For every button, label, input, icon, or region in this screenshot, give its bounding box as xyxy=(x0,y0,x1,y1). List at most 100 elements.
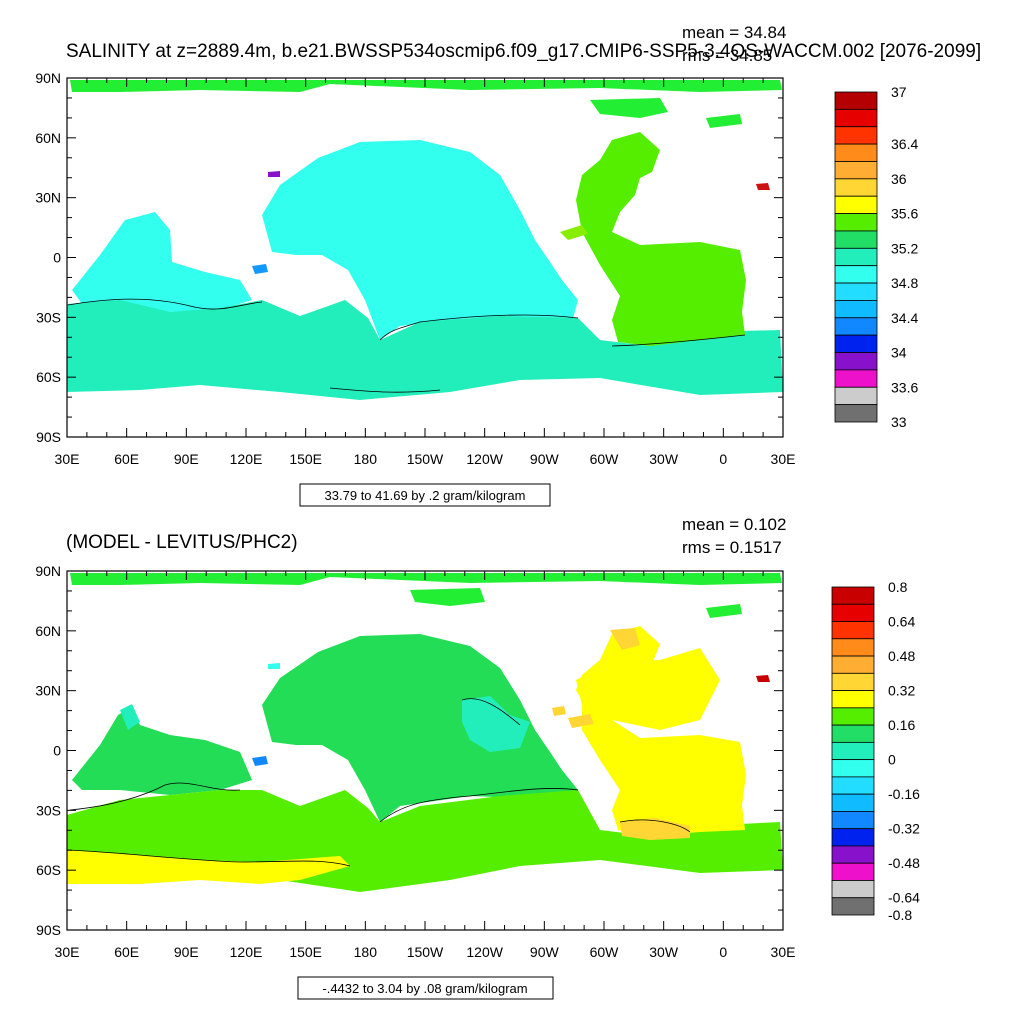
colorbar-swatch xyxy=(834,352,878,371)
colorbar-swatch xyxy=(834,386,878,406)
panel2-mediterranean-sea xyxy=(756,675,770,682)
panel2-arctic-fragment xyxy=(410,588,485,606)
panel1-greenland-sea xyxy=(706,114,742,128)
panel1-y-axis: 90N 60N 30N 0 30S 60S 90S xyxy=(35,70,783,445)
x-tick-label: 30W xyxy=(649,944,679,960)
colorbar-swatch xyxy=(834,265,878,284)
panel2-title: (MODEL - LEVITUS/PHC2) xyxy=(66,532,298,553)
colorbar-label: 0.8 xyxy=(888,579,908,595)
colorbar-swatch xyxy=(834,334,878,353)
colorbar-label: 0.64 xyxy=(888,614,915,630)
panel2-map xyxy=(66,571,783,930)
y-tick-label: 60N xyxy=(35,623,61,639)
panel2-contour-indian xyxy=(69,782,241,811)
panel2-japan-sea xyxy=(268,663,280,669)
colorbar-swatch xyxy=(831,586,875,605)
colorbar-swatch xyxy=(834,230,878,249)
panel1-title: SALINITY at z=2889.4m, b.e21.BWSSP534osc… xyxy=(66,41,981,62)
colorbar-swatch xyxy=(831,724,875,743)
colorbar-label: 33 xyxy=(891,414,907,430)
colorbar-swatch xyxy=(831,793,875,812)
panel2-southern-yellow-band xyxy=(67,850,350,884)
y-tick-label: 90N xyxy=(35,563,61,579)
panel2-caribbean-patch xyxy=(552,706,566,716)
panel1-mean: mean = 34.84 xyxy=(682,23,786,42)
x-tick-label: 60E xyxy=(114,451,139,467)
y-tick-label: 90S xyxy=(36,922,61,938)
colorbar-swatch xyxy=(831,811,875,830)
panel2-contour-pacific xyxy=(379,787,579,823)
x-tick-label: 150W xyxy=(407,944,444,960)
colorbar-label: 0.32 xyxy=(888,683,915,699)
panel2-rms: rms = 0.1517 xyxy=(682,538,782,557)
panel1-japan-sea xyxy=(268,171,280,177)
panel1-range-label: 33.79 to 41.69 by .2 gram/kilogram xyxy=(325,488,526,503)
panel1-colorbar: 37 36.4 36 35.6 35.2 34.8 34.4 34 33.6 33 xyxy=(834,84,918,430)
colorbar-label: 34 xyxy=(891,345,907,361)
panel1-pacific-basin xyxy=(262,140,578,340)
colorbar-swatch xyxy=(831,776,875,795)
colorbar-label: -0.64 xyxy=(888,890,920,906)
colorbar-label: -0.32 xyxy=(888,821,920,837)
x-tick-label: 90E xyxy=(174,944,199,960)
colorbar-swatch xyxy=(834,404,878,423)
y-tick-label: 0 xyxy=(53,743,61,759)
x-tick-label: 150E xyxy=(289,451,322,467)
panel2-pacific-cyan-patch xyxy=(462,696,530,752)
x-tick-label: 180 xyxy=(354,451,378,467)
x-tick-label: 150W xyxy=(407,451,444,467)
x-tick-label: 120E xyxy=(230,451,263,467)
x-tick-label: 60W xyxy=(590,451,620,467)
colorbar-swatch xyxy=(831,655,875,674)
colorbar-label: -0.8 xyxy=(888,907,912,923)
y-tick-label: 0 xyxy=(53,250,61,266)
colorbar-swatch xyxy=(831,828,875,847)
colorbar-swatch xyxy=(831,862,875,881)
panel1-contour-atlantic xyxy=(611,334,746,347)
x-tick-label: 60W xyxy=(590,944,620,960)
colorbar-swatch xyxy=(831,759,875,778)
colorbar-label: 36.4 xyxy=(891,136,918,152)
panel2-indian-ocean xyxy=(72,708,252,795)
x-tick-label: 60E xyxy=(114,944,139,960)
colorbar-swatch xyxy=(831,880,875,899)
panel2-labrador-patch xyxy=(610,628,640,650)
salinity-panel: SALINITY at z=2889.4m, b.e21.BWSSP534osc… xyxy=(35,23,981,507)
colorbar-swatch xyxy=(834,300,878,319)
colorbar-swatch xyxy=(834,282,878,301)
x-tick-label: 0 xyxy=(719,451,727,467)
x-tick-label: 30E xyxy=(55,451,80,467)
colorbar-swatch xyxy=(831,897,875,916)
colorbar-label: 0.16 xyxy=(888,717,915,733)
x-tick-label: 150E xyxy=(289,944,322,960)
x-tick-label: 90W xyxy=(530,451,560,467)
y-tick-label: 30N xyxy=(35,683,61,699)
x-tick-label: 90E xyxy=(174,451,199,467)
colorbar-swatch xyxy=(834,195,878,214)
colorbar-swatch xyxy=(834,161,878,180)
y-tick-label: 90S xyxy=(36,429,61,445)
y-tick-label: 60S xyxy=(36,369,61,385)
x-tick-label: 120E xyxy=(230,944,263,960)
panel1-contour-south xyxy=(67,298,263,310)
colorbar-swatch xyxy=(834,369,878,388)
panel2-mean: mean = 0.102 xyxy=(682,515,786,534)
panel1-map xyxy=(67,78,783,437)
panel1-range-box xyxy=(299,483,551,507)
panel2-greenland-sea xyxy=(706,604,742,618)
panel2-indian-cyan-patch xyxy=(120,704,140,730)
colorbar-label: 34.8 xyxy=(891,275,918,291)
colorbar-label: 0 xyxy=(888,752,896,768)
colorbar-swatch xyxy=(834,178,878,197)
panel1-indian-ocean xyxy=(72,212,252,312)
x-tick-label: 0 xyxy=(719,944,727,960)
x-tick-label: 120W xyxy=(466,451,503,467)
panel2-y-axis: 90N 60N 30N 0 30S 60S 90S xyxy=(35,563,783,938)
x-tick-label: 30E xyxy=(771,451,796,467)
x-tick-label: 30E xyxy=(771,944,796,960)
panel1-mediterranean-sea xyxy=(756,183,770,190)
x-tick-label: 30W xyxy=(649,451,679,467)
colorbar-swatch xyxy=(834,91,878,110)
colorbar-swatch xyxy=(834,213,878,232)
